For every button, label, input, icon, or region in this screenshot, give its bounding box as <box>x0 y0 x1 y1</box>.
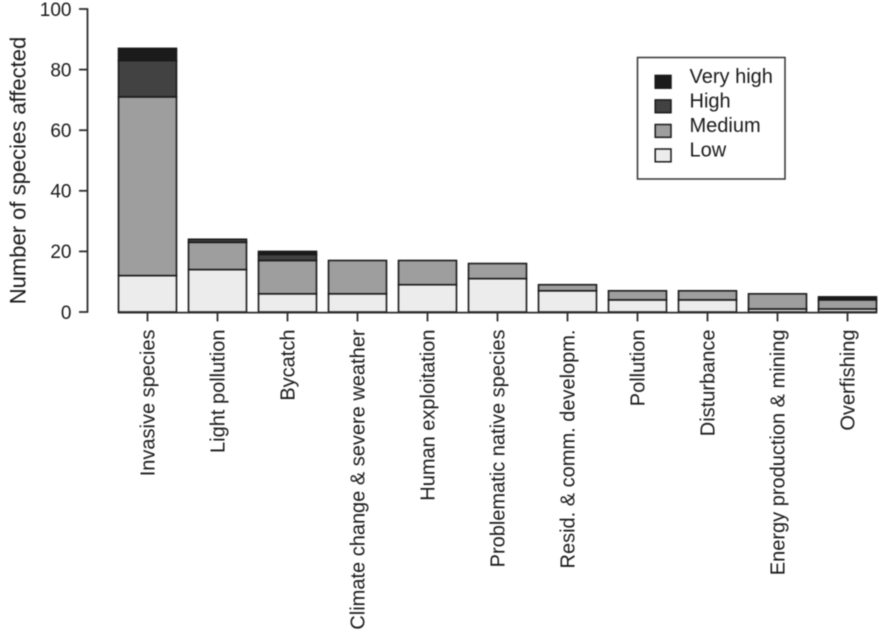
svg-text:Overfishing: Overfishing <box>838 330 860 431</box>
svg-text:Resid. & comm. developm.: Resid. & comm. developm. <box>558 330 580 569</box>
svg-text:Invasive species: Invasive species <box>138 330 160 477</box>
svg-text:Low: Low <box>690 140 727 162</box>
svg-text:20: 20 <box>50 242 71 263</box>
svg-text:Disturbance: Disturbance <box>698 330 720 437</box>
svg-text:40: 40 <box>50 182 71 203</box>
svg-text:Medium: Medium <box>690 115 761 137</box>
svg-text:Human exploitation: Human exploitation <box>418 330 440 501</box>
svg-text:Very high: Very high <box>690 66 773 88</box>
svg-text:0: 0 <box>61 303 72 324</box>
svg-text:Pollution: Pollution <box>628 330 650 407</box>
svg-text:Energy production & mining: Energy production & mining <box>768 330 790 576</box>
svg-text:60: 60 <box>50 121 71 142</box>
svg-text:Problematic native species: Problematic native species <box>488 330 510 568</box>
svg-text:Bycatch: Bycatch <box>278 330 300 401</box>
svg-text:Climate change & severe weathe: Climate change & severe weather <box>348 329 370 629</box>
svg-text:Number of species affected: Number of species affected <box>6 37 31 304</box>
svg-text:Light pollution: Light pollution <box>208 330 230 453</box>
svg-text:High: High <box>690 91 731 113</box>
svg-text:80: 80 <box>50 60 71 81</box>
svg-text:100: 100 <box>40 0 72 21</box>
